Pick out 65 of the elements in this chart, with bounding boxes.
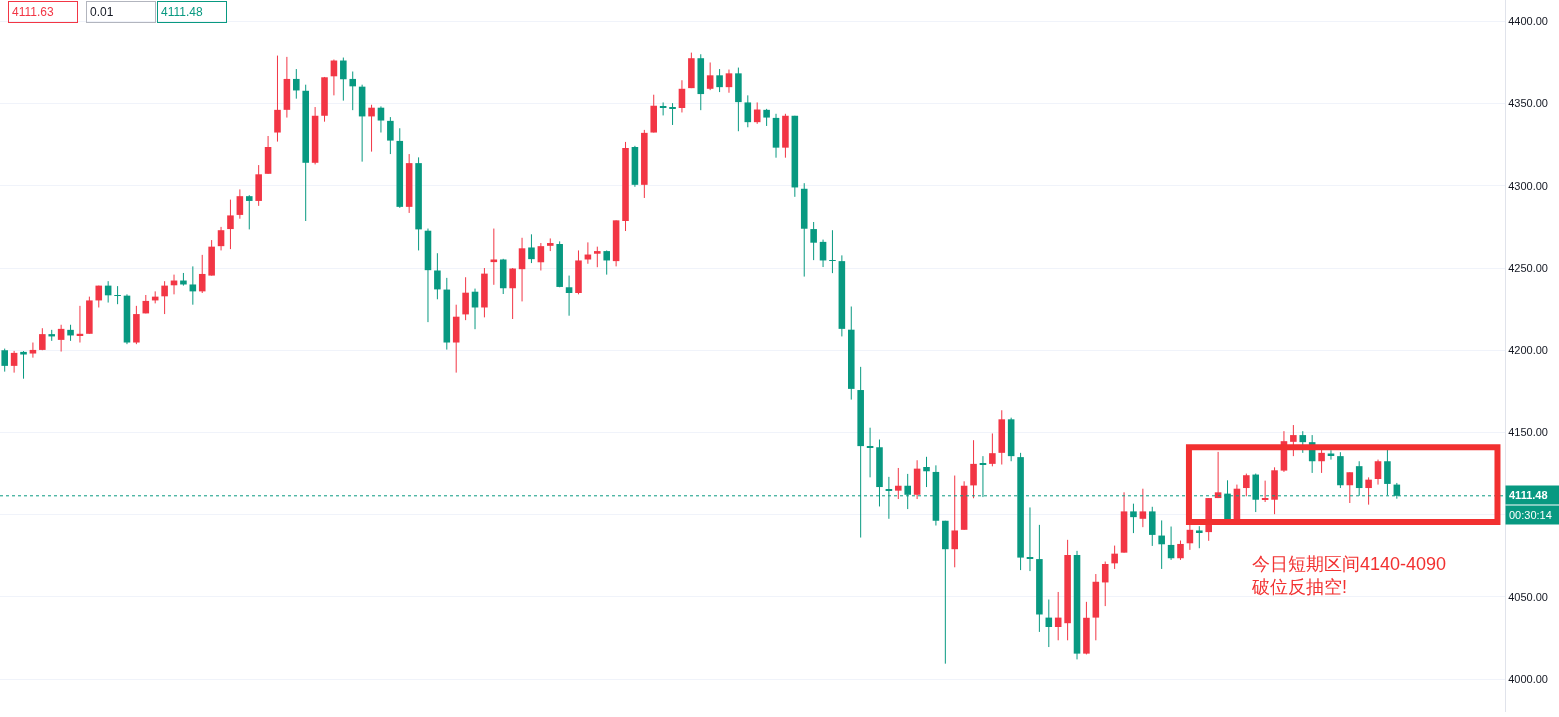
annotation: 4111.48 — [161, 5, 203, 19]
candlestick — [951, 475, 959, 568]
candlestick — [1064, 539, 1071, 641]
candlestick — [387, 116, 394, 155]
candlestick — [998, 409, 1006, 466]
candlestick — [415, 156, 422, 251]
annotation: 0.01 — [90, 5, 114, 19]
candlestick — [810, 221, 817, 261]
candlestick — [245, 194, 253, 230]
candlestick — [942, 520, 949, 665]
candlestick — [20, 350, 27, 380]
candlestick — [255, 164, 262, 207]
y-tick-label: 4350.00 — [1508, 97, 1548, 110]
candlestick — [1271, 466, 1278, 515]
candlestick — [396, 127, 404, 209]
candlestick — [989, 432, 996, 467]
candlestick — [697, 53, 705, 111]
candlestick — [1130, 503, 1137, 534]
candlestick — [1196, 525, 1203, 549]
candlestick — [1036, 524, 1043, 633]
candlestick — [895, 467, 902, 500]
y-tick-label: 4150.00 — [1508, 426, 1548, 439]
y-tick-label: 4200.00 — [1508, 344, 1548, 357]
candlestick — [622, 141, 629, 232]
annotation: 今日短期区间4140-4090 破位反抽空! — [1251, 554, 1447, 598]
candlestick — [528, 233, 535, 264]
ref-line-label: 4111.48 — [1509, 489, 1548, 501]
candlestick — [499, 258, 507, 295]
candlestick — [1083, 601, 1090, 655]
candlestick — [274, 55, 281, 143]
candlestick — [1148, 506, 1156, 547]
y-tick-label: 4300.00 — [1508, 179, 1548, 192]
candlestick — [1243, 473, 1250, 497]
y-tick-label: 4400.00 — [1508, 15, 1548, 28]
candlestick — [1290, 424, 1297, 457]
candlestick — [575, 249, 582, 295]
candlestick — [546, 237, 554, 252]
candlestick — [735, 67, 742, 132]
candlestick — [302, 84, 309, 222]
candlestick — [669, 102, 676, 126]
text: 00:30:14 — [1509, 509, 1552, 521]
candlestick — [847, 306, 855, 401]
candlestick — [208, 239, 215, 277]
y-tick-label: 4000.00 — [1508, 672, 1548, 685]
annotation: 4111.63 — [12, 5, 54, 19]
candlestick — [650, 94, 658, 134]
candlestick — [1, 348, 8, 373]
candlestick — [556, 240, 563, 288]
candlestick — [133, 305, 140, 345]
candlestick — [763, 108, 770, 127]
candlestick — [86, 296, 93, 335]
candlestick — [641, 129, 648, 199]
candlestick — [1337, 451, 1344, 489]
candlestick — [227, 199, 234, 250]
candlestick — [321, 76, 328, 123]
candlestick — [688, 52, 695, 89]
y-tick-label: 4250.00 — [1508, 261, 1548, 274]
candlestick — [452, 304, 460, 374]
candlestick — [716, 68, 723, 93]
candlestick — [594, 246, 601, 268]
candlestick — [434, 252, 441, 300]
candlestick — [39, 327, 46, 351]
candlestick — [800, 182, 808, 278]
y-tick-label: 4050.00 — [1508, 590, 1548, 603]
candlestick — [782, 113, 789, 159]
